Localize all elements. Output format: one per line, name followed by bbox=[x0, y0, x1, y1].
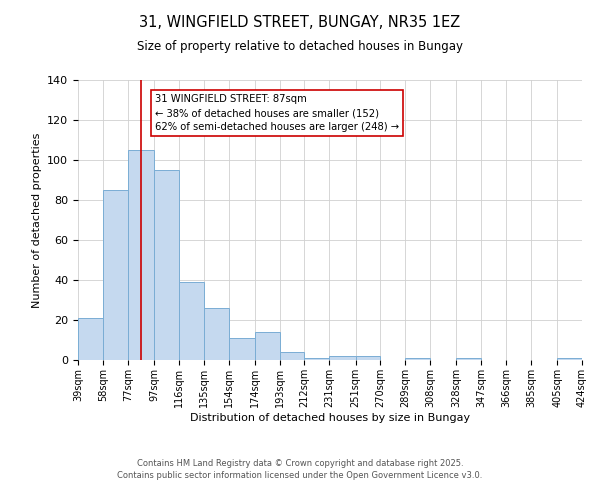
X-axis label: Distribution of detached houses by size in Bungay: Distribution of detached houses by size … bbox=[190, 412, 470, 422]
Bar bbox=[78, 318, 103, 360]
Text: 31 WINGFIELD STREET: 87sqm
← 38% of detached houses are smaller (152)
62% of sem: 31 WINGFIELD STREET: 87sqm ← 38% of deta… bbox=[155, 94, 400, 132]
Y-axis label: Number of detached properties: Number of detached properties bbox=[32, 132, 41, 308]
Text: Size of property relative to detached houses in Bungay: Size of property relative to detached ho… bbox=[137, 40, 463, 53]
Bar bbox=[103, 190, 128, 360]
Bar bbox=[356, 356, 380, 360]
Bar bbox=[179, 282, 203, 360]
Bar bbox=[128, 150, 154, 360]
Bar bbox=[457, 358, 481, 360]
Text: Contains HM Land Registry data © Crown copyright and database right 2025.
Contai: Contains HM Land Registry data © Crown c… bbox=[118, 459, 482, 480]
Bar bbox=[304, 358, 329, 360]
Bar bbox=[154, 170, 179, 360]
Bar bbox=[229, 338, 255, 360]
Bar bbox=[329, 356, 356, 360]
Bar bbox=[557, 358, 582, 360]
Bar bbox=[255, 332, 280, 360]
Bar bbox=[280, 352, 304, 360]
Bar bbox=[405, 358, 430, 360]
Bar bbox=[203, 308, 229, 360]
Text: 31, WINGFIELD STREET, BUNGAY, NR35 1EZ: 31, WINGFIELD STREET, BUNGAY, NR35 1EZ bbox=[139, 15, 461, 30]
